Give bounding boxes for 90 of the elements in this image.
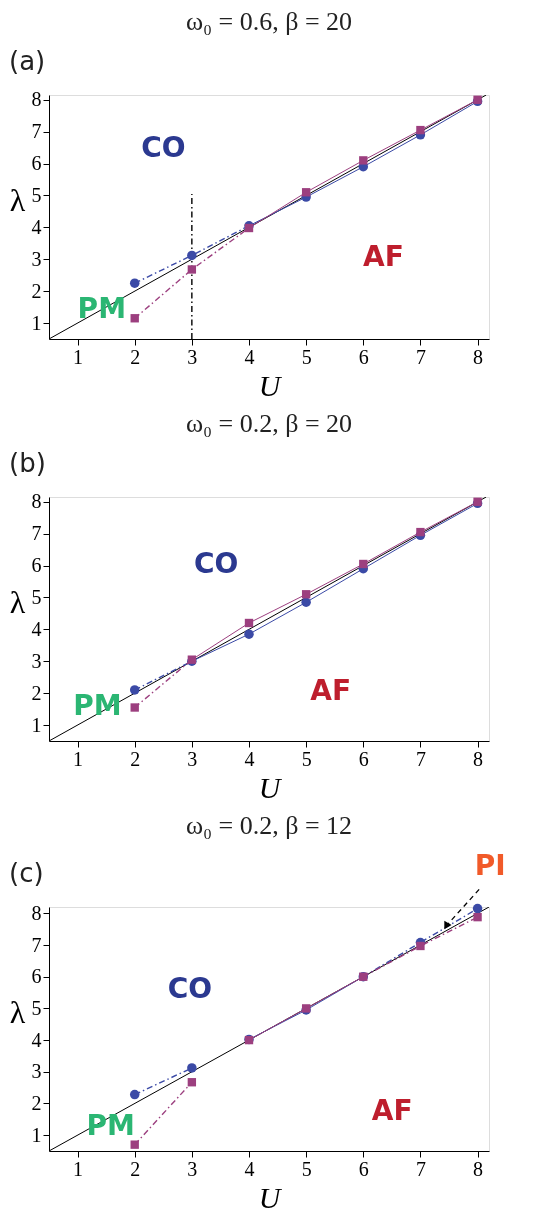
text: (b) [9,448,46,478]
point [301,188,311,197]
x-axis-title: U [258,368,283,402]
x-tick-label: 5 [301,747,312,770]
x-tick-label: 1 [73,345,84,368]
x-tick-label: 6 [358,1157,369,1180]
point [187,265,197,274]
y-axis-title: λ [9,583,26,620]
chart-title: ω₀ = 0.2, β = 20 [185,409,353,438]
y-tick-label: 5 [31,183,42,206]
x-tick-label: 7 [415,747,426,770]
x-tick-label: 8 [473,345,484,368]
point [187,250,197,261]
y-tick-label: 7 [31,522,42,545]
point [187,1063,197,1073]
x-tick-label: 5 [301,345,312,368]
x-tick-label: 3 [187,1157,198,1180]
point [244,629,254,639]
x-tick-label: 7 [415,1157,426,1180]
annotation: CO [141,130,186,164]
x-tick-label: 2 [130,345,141,368]
point [416,941,425,951]
x-tick-label: 1 [73,1157,84,1180]
annotation: PI [474,849,506,883]
y-tick-label: 1 [31,311,42,334]
y-tick-label: 3 [31,247,42,270]
point [130,314,139,323]
annotation: CO [194,547,239,581]
y-tick-label: 2 [31,1091,42,1114]
y-tick-label: 4 [31,215,42,238]
y-tick-label: 8 [31,901,42,924]
y-tick-label: 3 [31,649,42,672]
y-tick-label: 6 [31,965,42,988]
y-tick-label: 6 [31,152,42,175]
x-tick-label: 6 [358,345,369,368]
point [472,903,483,914]
point [301,597,311,607]
point [416,125,425,135]
y-tick-label: 4 [31,617,42,640]
point [129,1089,140,1100]
y-tick-label: 6 [31,554,42,577]
y-axis-title: λ [9,181,26,218]
y-tick-label: 2 [31,279,42,302]
y-tick-label: 3 [31,1060,42,1083]
point [244,618,254,628]
annotation: PM [86,1108,135,1142]
text: (c) [9,858,44,888]
y-tick-label: 1 [31,713,42,736]
annotation: AF [363,240,404,274]
x-tick-label: 7 [415,345,426,368]
point [130,703,139,712]
point [129,685,140,695]
x-tick-label: 6 [358,747,369,770]
text: (a) [9,46,46,76]
chart-title: ω₀ = 0.6, β = 20 [185,7,353,36]
y-tick-label: 8 [31,490,42,513]
x-tick-label: 3 [187,345,198,368]
x-tick-label: 8 [473,1157,484,1180]
y-tick-label: 8 [31,88,42,111]
x-tick-label: 1 [73,747,84,770]
y-tick-label: 2 [31,681,42,704]
y-tick-label: 4 [31,1028,42,1051]
annotation: CO [167,971,212,1005]
x-tick-label: 4 [244,747,255,770]
y-tick-label: 1 [31,1123,42,1146]
point [187,1078,197,1087]
y-tick-label: 7 [31,933,42,956]
point [130,1140,139,1149]
point [129,278,140,288]
point [359,156,368,165]
x-tick-label: 2 [130,1157,141,1180]
y-tick-label: 5 [31,585,42,608]
point [301,590,311,599]
x-tick-label: 4 [244,345,255,368]
annotation: AF [371,1093,413,1127]
x-tick-label: 5 [301,1157,312,1180]
x-tick-label: 4 [244,1157,255,1180]
y-tick-label: 7 [31,120,42,143]
x-tick-label: 8 [473,747,484,770]
x-axis-title: U [258,1180,283,1214]
x-tick-label: 2 [130,747,141,770]
chart-title: ω₀ = 0.2, β = 12 [185,811,353,841]
x-tick-label: 3 [187,747,198,770]
y-tick-label: 5 [31,996,42,1019]
y-axis-title: λ [9,993,26,1030]
point [473,912,482,922]
annotation: PM [73,688,122,722]
point [359,559,368,569]
annotation: AF [310,674,351,708]
x-axis-title: U [258,770,283,804]
